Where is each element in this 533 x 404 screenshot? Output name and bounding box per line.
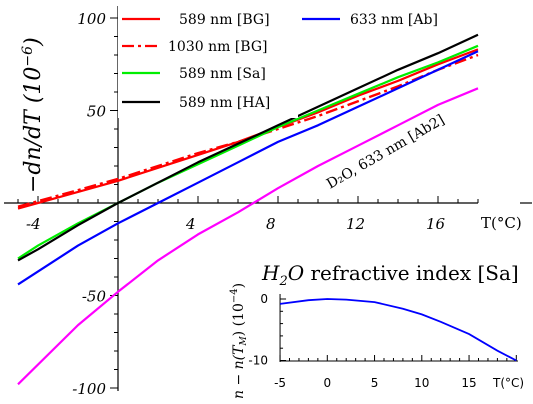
annotation-d2o: D₂O, 633 nm [Ab2] [324, 112, 447, 192]
inset-x-axis-title: T(°C) [492, 376, 524, 390]
inset-y-tick-label: -10 [248, 354, 268, 368]
inset-y-tick-label: 0 [260, 292, 268, 306]
y-tick-label: -50 [82, 288, 107, 306]
y-tick-label: 100 [77, 10, 106, 28]
x-axis-title: T(°C) [481, 214, 522, 232]
legend-label-2: 589 nm [Sa] [179, 66, 266, 82]
inset-title-o: O [288, 261, 304, 285]
inset-x-tick-label: 0 [323, 376, 331, 390]
x-tick-label: 12 [346, 215, 365, 233]
y-tick-label: -100 [72, 380, 106, 398]
inset-title-h: H [261, 261, 280, 285]
legend-label-1: 1030 nm [BG] [168, 39, 267, 55]
inset-x-tick-label: 5 [371, 376, 379, 390]
inset-y-axis-title-exp: −4 [229, 288, 240, 303]
x-tick-label: 4 [185, 215, 196, 233]
legend-label-0: 589 nm [BG] [179, 12, 270, 28]
x-tick-label: 8 [266, 215, 276, 233]
legend-label-4: 633 nm [Ab] [350, 12, 438, 28]
inset-x-tick-label: 15 [461, 376, 476, 390]
legend-label-3: 589 nm [HA] [179, 95, 270, 111]
y-axis-title-exp: −6 [20, 46, 36, 67]
y-tick-label: 50 [87, 103, 107, 121]
inset-title-rest: refractive index [Sa] [304, 261, 519, 285]
inset-y-axis-title-main: n − n(T [231, 344, 247, 399]
inset-y-axis-title-rest: ) (10 [231, 303, 247, 336]
inset-x-tick-label: -5 [274, 376, 286, 390]
inset-x-tick-label: 10 [414, 376, 429, 390]
inset-title-sub: 2 [278, 274, 287, 289]
inset-title: H2O refractive index [Sa] [261, 261, 519, 289]
x-tick-label: -4 [26, 215, 41, 233]
y-axis-title: −dn/dT (10−6) [20, 37, 46, 193]
inset-y-axis-title-close: ) [231, 283, 247, 288]
y-axis-title-close: ) [21, 37, 46, 47]
x-tick-label: 16 [426, 215, 446, 233]
